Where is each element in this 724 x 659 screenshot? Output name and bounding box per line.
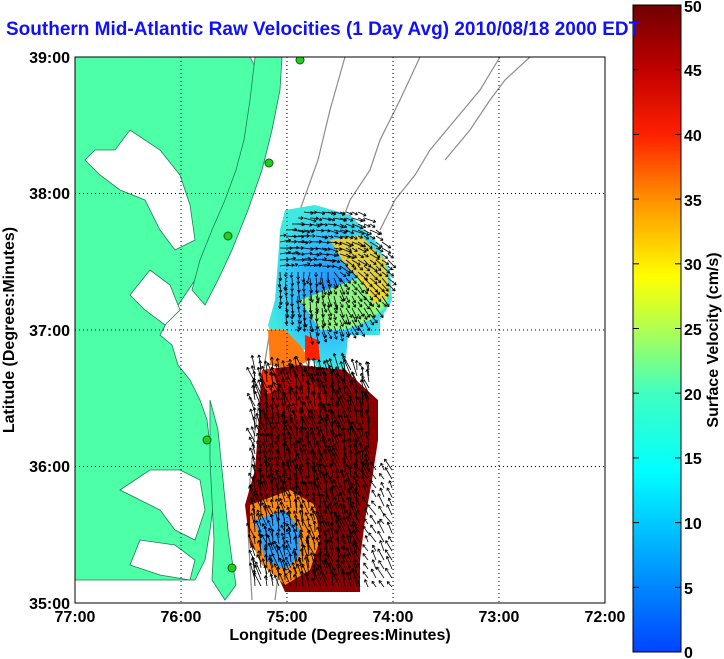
colorbar-ticks <box>633 4 681 653</box>
gridlines <box>75 57 605 603</box>
y-axis: 39:00 38:00 37:00 36:00 35:00 Latitude (… <box>1 50 70 613</box>
station-marker <box>264 158 274 168</box>
plot-area <box>75 57 605 603</box>
colorbar-tick-label: 45 <box>684 63 702 80</box>
x-tick-label: 77:00 <box>55 609 96 626</box>
colorbar-tick-label: 50 <box>684 0 702 16</box>
y-tick-label: 36:00 <box>29 459 70 476</box>
page-title: Southern Mid-Atlantic Raw Velocities (1 … <box>6 19 641 40</box>
radar-stations <box>202 57 305 573</box>
x-axis-label: Longitude (Degrees:Minutes) <box>229 627 450 644</box>
y-axis-label: Latitude (Degrees:Minutes) <box>1 227 18 433</box>
x-tick-label: 75:00 <box>267 609 308 626</box>
colorbar-label: Surface Velocity (cm/s) <box>705 252 722 427</box>
colorbar-tick-label: 30 <box>684 257 702 274</box>
x-tick-label: 73:00 <box>479 609 520 626</box>
colorbar-tick-label: 25 <box>684 322 702 339</box>
colorbar-tick-label: 40 <box>684 128 702 145</box>
colorbar-tick-label: 0 <box>684 645 693 659</box>
x-tick-label: 74:00 <box>373 609 414 626</box>
plot-frame <box>74 56 606 604</box>
colorbar-tick-label: 10 <box>684 516 702 533</box>
station-marker <box>223 231 233 241</box>
bays <box>84 129 206 581</box>
y-tick-label: 38:00 <box>29 186 70 203</box>
velocity-field-south <box>245 365 378 592</box>
station-marker <box>227 563 237 573</box>
velocity-field-north <box>268 205 392 370</box>
y-tick-label: 35:00 <box>29 596 70 613</box>
colorbar-gradient <box>632 4 682 653</box>
colorbar-tick-label: 5 <box>684 581 693 598</box>
y-tick-label: 37:00 <box>29 323 70 340</box>
station-marker <box>202 435 212 445</box>
station-marker <box>295 57 305 65</box>
colorbar: 50 45 40 35 30 25 20 15 10 5 0 Surface V… <box>632 0 722 659</box>
x-tick-label: 76:00 <box>161 609 202 626</box>
x-axis: 77:00 76:00 75:00 74:00 73:00 72:00 Long… <box>55 609 626 644</box>
colorbar-tick-label: 20 <box>684 387 702 404</box>
x-tick-label: 72:00 <box>585 609 626 626</box>
velocity-arrows <box>246 210 397 588</box>
colorbar-tick-label: 35 <box>684 193 702 210</box>
colorbar-tick-label: 15 <box>684 451 702 468</box>
y-tick-label: 39:00 <box>29 50 70 67</box>
